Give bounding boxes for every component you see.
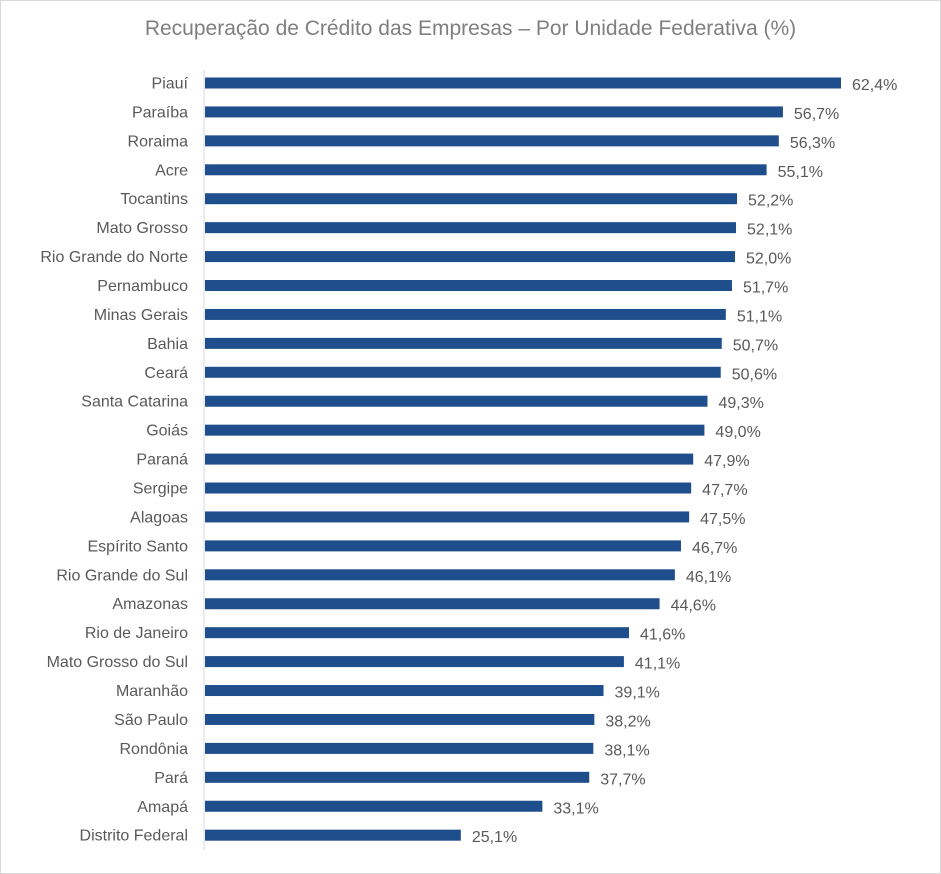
value-label: 41,6% <box>640 627 685 644</box>
bar-8 <box>205 308 726 320</box>
bar-19 <box>205 627 629 639</box>
value-label: 41,1% <box>635 656 680 673</box>
category-label: Acre <box>155 162 188 179</box>
category-label: São Paulo <box>114 712 188 729</box>
value-label: 50,7% <box>733 337 778 354</box>
value-label: 44,6% <box>671 598 716 615</box>
bar-1 <box>205 106 783 118</box>
value-label: 37,7% <box>600 771 645 788</box>
value-label: 51,1% <box>737 308 782 325</box>
value-label: 47,7% <box>702 482 747 499</box>
bar-3 <box>205 164 767 176</box>
category-label: Rio Grande do Norte <box>40 249 188 266</box>
value-label: 56,7% <box>794 106 839 123</box>
chart-title: Recuperação de Crédito das Empresas – Po… <box>144 17 797 40</box>
category-label: Alagoas <box>130 509 188 526</box>
bar-18 <box>205 598 660 610</box>
value-label: 49,3% <box>718 395 763 412</box>
value-label: 38,2% <box>605 713 650 730</box>
value-label: 52,1% <box>747 222 792 239</box>
category-label: Sergipe <box>133 481 188 498</box>
bar-11 <box>205 395 708 407</box>
category-label: Tocantins <box>120 191 188 208</box>
category-label: Ceará <box>144 365 188 382</box>
category-label: Rondônia <box>120 741 189 758</box>
category-label: Rio Grande do Sul <box>56 567 188 584</box>
value-label: 49,0% <box>715 424 760 441</box>
category-label: Goiás <box>146 423 188 440</box>
category-label: Pará <box>154 770 188 787</box>
category-label: Minas Gerais <box>94 307 188 324</box>
bar-17 <box>205 569 675 581</box>
category-label: Amapá <box>137 799 188 816</box>
category-label: Roraima <box>128 133 189 150</box>
category-label: Bahia <box>147 336 188 353</box>
value-label: 55,1% <box>778 164 823 181</box>
value-label: 46,7% <box>692 540 737 557</box>
value-label: 56,3% <box>790 135 835 152</box>
value-label: 39,1% <box>615 685 660 702</box>
value-label: 62,4% <box>852 77 897 94</box>
bar-13 <box>205 453 694 465</box>
bar-5 <box>205 222 737 234</box>
category-label: Mato Grosso do Sul <box>47 654 188 671</box>
bar-4 <box>205 193 738 205</box>
bar-9 <box>205 337 722 349</box>
bar-7 <box>205 280 732 292</box>
category-label: Mato Grosso <box>96 220 188 237</box>
category-label: Maranhão <box>116 683 188 700</box>
bar-20 <box>205 656 624 668</box>
bar-26 <box>205 829 461 841</box>
bar-10 <box>205 366 721 378</box>
bar-21 <box>205 685 604 697</box>
value-label: 38,1% <box>604 742 649 759</box>
value-label: 47,5% <box>700 511 745 528</box>
value-label: 52,0% <box>746 251 791 268</box>
bars-group: Piauí 62,4% Paraíba 56,7% Roraima 56,3% Acre 55… <box>40 76 897 847</box>
bar-22 <box>205 713 595 725</box>
value-label: 46,1% <box>686 569 731 586</box>
bar-25 <box>205 800 543 812</box>
category-label: Distrito Federal <box>80 828 188 845</box>
category-label: Amazonas <box>112 596 188 613</box>
category-label: Espírito Santo <box>88 538 189 555</box>
bar-23 <box>205 742 594 754</box>
bar-14 <box>205 482 692 494</box>
value-label: 25,1% <box>472 829 517 846</box>
category-label: Pernambuco <box>97 278 188 295</box>
bar-6 <box>205 251 735 263</box>
bar-12 <box>205 424 705 436</box>
category-label: Piauí <box>152 76 189 93</box>
category-label: Rio de Janeiro <box>85 625 188 642</box>
bar-2 <box>205 135 779 147</box>
category-label: Paraíba <box>132 104 188 121</box>
bar-16 <box>205 540 681 552</box>
value-label: 50,6% <box>732 366 777 383</box>
value-label: 47,9% <box>704 453 749 470</box>
bar-0 <box>205 77 841 89</box>
value-label: 33,1% <box>553 800 598 817</box>
value-label: 51,7% <box>743 280 788 297</box>
value-label: 52,2% <box>748 193 793 210</box>
category-label: Paraná <box>136 452 188 469</box>
category-label: Santa Catarina <box>81 394 188 411</box>
bar-24 <box>205 771 590 783</box>
bar-15 <box>205 511 690 523</box>
